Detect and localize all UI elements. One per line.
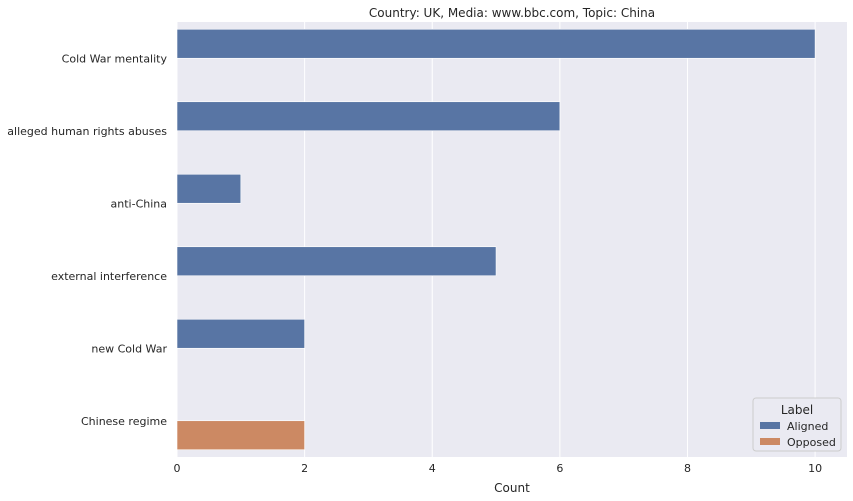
legend: Label Aligned Opposed: [752, 397, 842, 452]
bar-aligned: [176, 28, 816, 59]
y-category-label: Chinese regime: [81, 415, 167, 428]
y-category-label: alleged human rights abuses: [7, 125, 167, 138]
bar-aligned: [176, 101, 561, 132]
legend-box: [752, 397, 842, 452]
x-tick-label: 2: [301, 462, 308, 475]
x-tick-label: 10: [808, 462, 822, 475]
chart-title: Country: UK, Media: www.bbc.com, Topic: …: [369, 6, 655, 20]
x-axis-label: Count: [494, 481, 530, 495]
y-category-label: external interference: [51, 270, 167, 283]
y-category-label: Cold War mentality: [62, 52, 168, 65]
legend-swatch-opposed: [760, 438, 780, 445]
bars: [176, 28, 816, 451]
grid-lines: [176, 22, 816, 457]
x-tick-label: 6: [556, 462, 563, 475]
bar-aligned: [176, 318, 305, 349]
bar-aligned: [176, 173, 242, 204]
legend-title: Label: [781, 403, 813, 417]
y-category-label: anti-China: [111, 197, 167, 210]
legend-entry-aligned: Aligned: [787, 420, 828, 433]
y-category-label: new Cold War: [91, 342, 167, 355]
plot-area: [177, 22, 847, 457]
x-tick-labels: 0 2 4 6 8 10: [174, 462, 823, 475]
bar-aligned: [176, 246, 497, 277]
legend-entry-opposed: Opposed: [787, 436, 836, 449]
legend-swatch-aligned: [760, 422, 780, 429]
x-tick-label: 4: [429, 462, 436, 475]
x-tick-label: 8: [684, 462, 691, 475]
y-category-labels: Cold War mentality alleged human rights a…: [7, 52, 167, 428]
bar-opposed: [176, 420, 305, 451]
x-tick-label: 0: [174, 462, 181, 475]
